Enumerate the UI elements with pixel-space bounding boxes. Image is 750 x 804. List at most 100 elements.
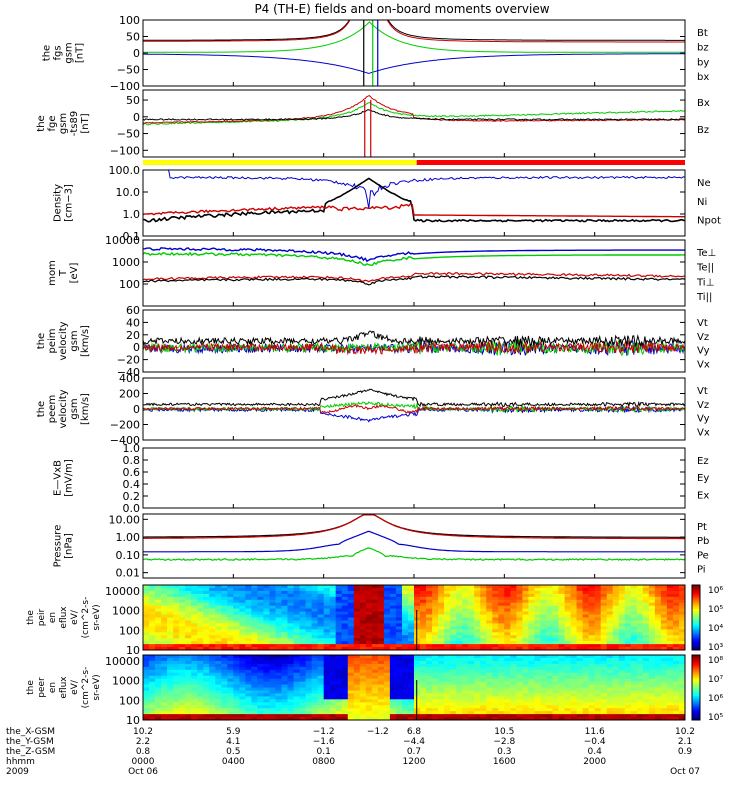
series-Ni: [143, 177, 685, 223]
spectro-cell: [450, 632, 457, 636]
spectro-cell: [552, 617, 559, 621]
spectro-cell: [552, 635, 559, 639]
time-cell: −1.2: [367, 727, 389, 737]
spectro-cell: [263, 617, 270, 621]
spectro-cell: [257, 669, 264, 674]
spectro-cell: [648, 632, 656, 636]
spectro-cell: [642, 717, 650, 721]
spectro-cell: [540, 675, 547, 680]
spectro-cell: [305, 588, 313, 592]
spectro-cell: [239, 702, 246, 706]
spectro-cell: [480, 684, 487, 688]
spectro-cell: [197, 602, 204, 607]
spectro-cell: [257, 702, 264, 706]
spectro-cell: [486, 705, 493, 709]
spectro-cell: [642, 605, 650, 610]
spectro-cell: [353, 632, 361, 636]
spectro-cell: [371, 590, 379, 595]
spectro-cell: [648, 596, 656, 601]
spectro-cell: [426, 590, 433, 595]
spectro-cell: [438, 678, 445, 683]
spectro-cell: [444, 690, 451, 694]
spectro-cell: [498, 655, 505, 659]
spectro-cell: [383, 672, 391, 677]
spectro-cell: [612, 599, 620, 604]
spectro-cell: [654, 626, 662, 630]
spectro-cell: [299, 647, 307, 651]
spectro-cell: [516, 705, 523, 709]
spectro-cell: [534, 632, 541, 636]
colorbar-cell: [692, 702, 700, 706]
y-axis-label: the peem velocity gsm [km/s]: [36, 389, 91, 428]
spectro-cell: [588, 714, 596, 718]
spectro-cell: [540, 629, 547, 633]
spectro-cell: [552, 702, 559, 706]
spectro-cell: [143, 717, 150, 721]
spectro-cell: [564, 675, 572, 680]
spectro-cell: [227, 629, 234, 633]
spectro-cell: [510, 647, 517, 651]
spectro-cell: [450, 663, 457, 668]
spectro-cell: [594, 708, 602, 712]
spectro-cell: [660, 675, 668, 680]
spectro-cell: [642, 641, 650, 645]
spectro-cell: [402, 635, 409, 639]
spectro-cell: [329, 705, 337, 709]
spectro-cell: [516, 678, 523, 683]
spectro-cell: [510, 660, 517, 665]
spectro-cell: [636, 660, 644, 665]
spectro-cell: [329, 605, 337, 610]
spectro-cell: [329, 644, 337, 648]
spectro-cell: [618, 681, 626, 686]
spectro-cell: [215, 693, 222, 697]
spectro-cell: [666, 684, 674, 688]
spectro-cell: [347, 684, 355, 688]
spectro-cell: [636, 599, 644, 604]
spectro-cell: [612, 585, 620, 589]
spectro-cell: [221, 678, 228, 683]
spectro-cell: [251, 663, 258, 668]
spectro-cell: [281, 711, 288, 715]
spectro-cell: [630, 690, 638, 694]
spectro-cell: [257, 655, 264, 659]
spectro-cell: [522, 660, 529, 665]
spectro-cell: [570, 605, 578, 610]
spectro-cell: [215, 687, 222, 691]
spectro-cell: [263, 663, 270, 668]
spectro-cell: [161, 658, 168, 662]
spectro-cell: [215, 669, 222, 674]
spectro-cell: [251, 611, 258, 616]
spectro-cell: [341, 705, 349, 709]
spectro-cell: [347, 699, 355, 703]
spectro-cell: [263, 647, 270, 651]
spectro-cell: [582, 687, 590, 691]
y-tick-label: 40: [126, 316, 140, 329]
spectro-cell: [221, 641, 228, 645]
spectro-cell: [456, 663, 463, 668]
spectro-cell: [329, 702, 337, 706]
spectro-cell: [293, 663, 301, 668]
spectro-cell: [426, 696, 433, 700]
spectro-cell: [408, 696, 415, 700]
spectro-cell: [227, 675, 234, 680]
spectro-cell: [275, 596, 282, 601]
spectro-cell: [534, 641, 541, 645]
colorbar-cell: [692, 704, 700, 708]
spectro-cell: [648, 647, 656, 651]
spectro-cell: [347, 617, 355, 621]
spectro-cell: [456, 644, 463, 648]
spectro-cell: [468, 702, 475, 706]
spectro-cell: [438, 585, 445, 589]
spectro-cell: [323, 611, 331, 616]
spectro-cell: [462, 629, 469, 633]
spectro-cell: [462, 635, 469, 639]
spectro-cell: [438, 669, 445, 674]
spectro-cell: [191, 611, 198, 616]
spectro-cell: [311, 672, 319, 677]
frame: [142, 169, 686, 237]
spectro-cell: [546, 717, 553, 721]
spectro-cell: [642, 644, 650, 648]
spectro-cell: [275, 714, 282, 718]
